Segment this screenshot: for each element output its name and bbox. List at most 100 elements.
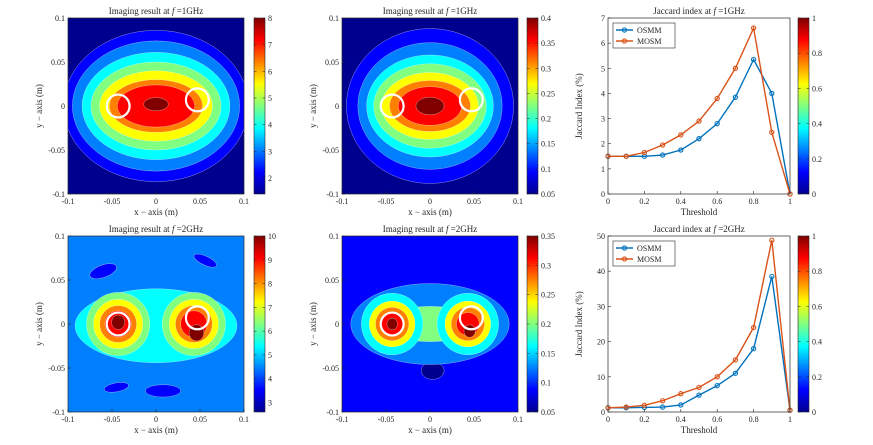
data-point: [641, 402, 648, 408]
colorbar-tick-label: 0.1: [541, 165, 551, 174]
y-tick-label: 40: [597, 267, 605, 276]
y-axis-label: Jaccard Index (%): [574, 291, 584, 356]
x-tick-label: -0.05: [104, 415, 121, 424]
colorbar-tick-label: 9: [268, 256, 272, 265]
contour-level: [415, 96, 445, 116]
data-point: [732, 370, 739, 376]
y-axis-label: y − axis (m): [34, 302, 44, 346]
colorbar-tick-label: 0.2: [812, 155, 822, 164]
colorbar-tick-label: 0.3: [541, 261, 551, 270]
colorbar-tick-label: 8: [268, 14, 272, 23]
data-point: [696, 392, 702, 398]
data-point: [769, 90, 775, 97]
colorbar-tick-label: 0.2: [541, 320, 551, 329]
data-point: [696, 136, 702, 142]
x-tick-label: 0.05: [193, 197, 207, 206]
colorbar-tick-label: 5: [268, 94, 272, 103]
colorbar-tick-label: 0.35: [541, 39, 555, 48]
data-point: [659, 142, 666, 148]
x-tick-label: 0.4: [676, 197, 686, 206]
x-axis-label: Threshold: [681, 207, 718, 217]
y-tick-label: 0: [601, 190, 605, 199]
y-tick-label: 0: [335, 320, 339, 329]
contour-level: [145, 384, 181, 398]
y-tick-label: -0.05: [322, 146, 339, 155]
data-point: [732, 94, 739, 100]
colorbar-tick-label: 0.15: [541, 140, 555, 149]
x-tick-label: 0.05: [467, 197, 481, 206]
target-circle: [184, 87, 210, 113]
y-tick-label: 0.05: [51, 276, 65, 285]
data-point: [659, 152, 666, 158]
data-point: [769, 273, 775, 280]
title-variable: f: [172, 6, 176, 16]
colorbar-tick-label: 3: [268, 147, 272, 156]
panel-p6: Jaccard index at f =2GHz OSMM MOSM 0 0.2 0.4 0…: [574, 224, 822, 435]
title-variable: f: [713, 6, 717, 16]
title-variable: f: [446, 224, 450, 234]
target-circle: [379, 93, 405, 119]
colorbar-tick-label: 10: [268, 232, 276, 241]
title-prefix: Jaccard index at: [653, 224, 713, 234]
y-tick-label: -0.1: [52, 190, 65, 199]
x-tick-label: 0.6: [712, 415, 722, 424]
colorbar-tick-label: 4: [268, 121, 272, 130]
colorbar: [526, 17, 539, 195]
colorbar-tick-label: 3: [268, 398, 272, 407]
title-variable: f: [172, 224, 176, 234]
data-point: [623, 404, 629, 410]
data-point: [750, 324, 757, 331]
y-tick-label: 30: [597, 302, 605, 311]
y-tick-label: 0: [601, 408, 605, 417]
legend-marker: [621, 27, 628, 33]
colorbar-tick-label: 0.6: [812, 84, 822, 93]
y-tick-label: -0.1: [52, 408, 65, 417]
target-circle: [184, 305, 210, 331]
title-suffix: =1GHz: [448, 6, 477, 16]
x-tick-label: 0.05: [193, 415, 207, 424]
y-tick-label: 5: [601, 64, 605, 73]
legend-box: [612, 22, 676, 49]
x-tick-label: 0: [428, 415, 432, 424]
title-prefix: Imaging result at: [383, 6, 446, 16]
data-point: [714, 95, 720, 102]
colorbar: [253, 235, 266, 413]
series-line-osmm: [608, 276, 791, 411]
colorbar-tick-label: 1: [812, 14, 816, 23]
data-point: [750, 25, 757, 31]
legend-marker: [621, 38, 628, 44]
colorbar-tick-label: 0.4: [541, 14, 551, 23]
y-axis-label: y − axis (m): [34, 84, 44, 128]
data-point: [769, 129, 775, 136]
y-axis-label: y − axis (m): [308, 84, 318, 128]
x-tick-label: -0.05: [104, 197, 121, 206]
data-point: [678, 402, 684, 408]
legend-box: [612, 240, 676, 267]
plot-title: Imaging result at f =1GHz: [109, 6, 204, 16]
x-tick-label: 0.1: [513, 415, 523, 424]
legend-entry: MOSM: [637, 37, 661, 46]
series-line-mosm: [607, 240, 791, 411]
x-tick-label: 1: [788, 197, 792, 206]
y-tick-label: 0.05: [325, 276, 339, 285]
data-point: [659, 404, 666, 410]
colorbar-tick-label: 0.05: [541, 190, 555, 199]
plot-title: Imaging result at f =2GHz: [109, 224, 204, 234]
panel-p4: Imaging result at f =2GHz -0.1 -0.05 0 0.05 0…: [34, 224, 276, 435]
colorbar-tick-label: 8: [268, 280, 272, 289]
title-suffix: =2GHz: [448, 224, 477, 234]
contour-level: [103, 382, 129, 393]
plot-title: Imaging result at f =2GHz: [383, 224, 478, 234]
y-tick-label: 0: [335, 102, 339, 111]
target-circle: [458, 305, 484, 331]
data-point: [714, 120, 720, 127]
legend-marker: [621, 256, 628, 262]
colorbar-tick-label: 1: [812, 232, 816, 241]
axes-box: [607, 17, 791, 195]
x-tick-label: 0.1: [513, 197, 523, 206]
colorbar-tick-label: 6: [268, 327, 272, 336]
y-tick-label: -0.05: [322, 364, 339, 373]
plot-title: Jaccard index at f =2GHz: [653, 224, 745, 234]
panel-p5: Imaging result at f =2GHz -0.1 -0.05 0 0.05 0…: [308, 224, 555, 435]
